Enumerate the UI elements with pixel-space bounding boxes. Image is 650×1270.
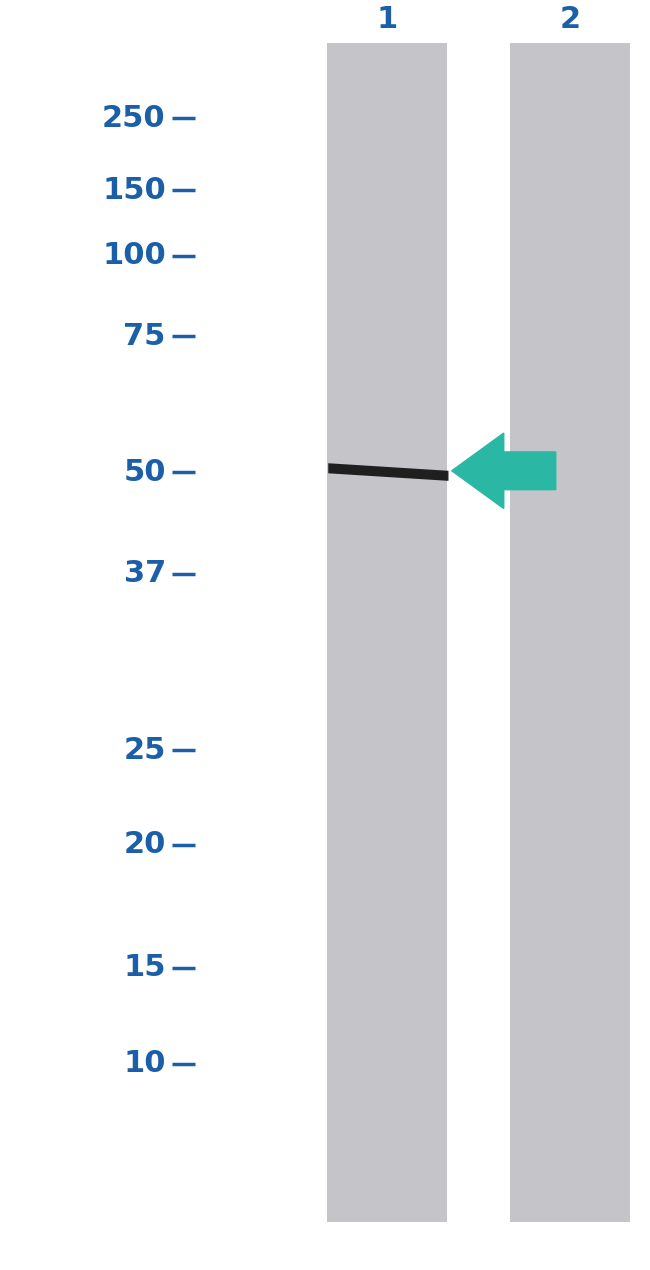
Bar <box>326 43 447 1222</box>
Text: 20: 20 <box>124 831 166 859</box>
Text: 75: 75 <box>124 321 166 351</box>
FancyArrow shape <box>452 433 556 508</box>
Text: 150: 150 <box>102 175 166 204</box>
Text: 250: 250 <box>102 104 166 133</box>
Text: 15: 15 <box>124 954 166 983</box>
Text: 2: 2 <box>560 5 580 34</box>
Text: 1: 1 <box>376 5 397 34</box>
Text: 50: 50 <box>124 457 166 486</box>
Text: 37: 37 <box>124 560 166 588</box>
Text: 100: 100 <box>102 241 166 271</box>
Polygon shape <box>328 464 448 481</box>
Bar <box>510 43 630 1222</box>
Text: 10: 10 <box>124 1049 166 1078</box>
Text: 25: 25 <box>124 735 166 765</box>
